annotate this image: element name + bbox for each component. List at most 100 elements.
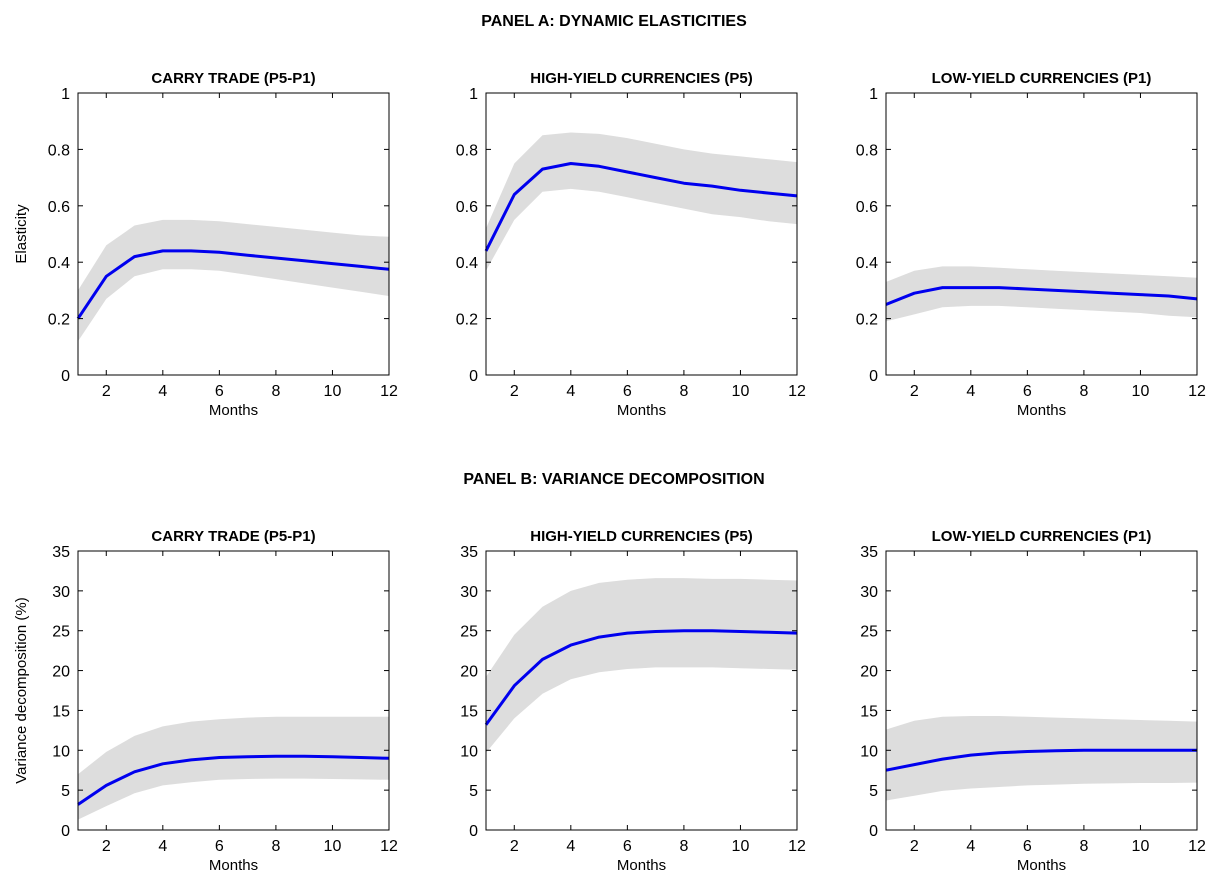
x-tick-label: 10	[1132, 383, 1150, 400]
confidence-band	[886, 266, 1197, 322]
x-axis-label: Months	[1017, 857, 1066, 874]
axes-box	[485, 550, 798, 831]
y-axis-label: Elasticity	[13, 204, 30, 264]
x-tick-label: 6	[623, 383, 632, 400]
x-tick-label: 4	[566, 383, 575, 400]
x-tick-label: 6	[215, 838, 224, 855]
y-tick-label: 0.8	[48, 142, 70, 159]
x-tick-label: 4	[566, 838, 575, 855]
chart-4: 0 5 10 15 20 25 30 35 2 4 6 8 10 12 CARRY TRADE (P5-P1…	[13, 528, 398, 874]
y-tick-label: 1	[469, 86, 478, 103]
y-tick-label: 1	[869, 86, 878, 103]
axes-box	[485, 92, 798, 376]
y-tick-label: 0	[869, 823, 878, 840]
confidence-band	[78, 219, 389, 342]
x-axis-label: Months	[209, 857, 258, 874]
x-tick-label: 12	[788, 383, 806, 400]
x-tick-label: 12	[1188, 838, 1206, 855]
y-tick-label: 10	[860, 743, 878, 760]
x-tick-label: 6	[215, 383, 224, 400]
x-tick-label: 6	[623, 838, 632, 855]
y-axis-label: Variance decomposition (%)	[13, 597, 30, 783]
x-tick-label: 8	[679, 383, 688, 400]
y-tick-label: 0.4	[48, 255, 70, 272]
y-tick-label: 0.6	[456, 199, 478, 216]
chart-title: CARRY TRADE (P5-P1)	[151, 528, 315, 545]
chart-5: 0 5 10 15 20 25 30 35 2 4 6 8 10 12 HIGH-YIELD CURRENC…	[460, 528, 806, 874]
x-tick-label: 10	[732, 383, 750, 400]
y-tick-label: 20	[860, 664, 878, 681]
y-tick-label: 0	[61, 368, 70, 385]
x-tick-label: 2	[102, 383, 111, 400]
axes-box	[885, 92, 1198, 376]
x-tick-label: 2	[910, 838, 919, 855]
x-tick-label: 10	[732, 838, 750, 855]
x-tick-label: 10	[324, 838, 342, 855]
confidence-band	[486, 578, 797, 753]
x-tick-label: 4	[158, 838, 167, 855]
y-tick-label: 20	[460, 664, 478, 681]
y-tick-label: 35	[860, 544, 878, 561]
x-tick-label: 2	[102, 838, 111, 855]
y-tick-label: 0	[869, 368, 878, 385]
series-line	[885, 748, 1197, 772]
x-tick-label: 12	[380, 383, 398, 400]
chart-title: HIGH-YIELD CURRENCIES (P5)	[530, 528, 753, 545]
x-tick-label: 6	[1023, 838, 1032, 855]
y-tick-label: 20	[52, 664, 70, 681]
y-tick-label: 25	[52, 624, 70, 641]
panel-a-title: PANEL A: DYNAMIC ELASTICITIES	[481, 13, 747, 30]
y-tick-label: 25	[860, 624, 878, 641]
x-tick-label: 2	[510, 383, 519, 400]
chart-title: LOW-YIELD CURRENCIES (P1)	[932, 528, 1152, 545]
y-tick-label: 1	[61, 86, 70, 103]
y-tick-label: 30	[860, 584, 878, 601]
y-tick-label: 10	[52, 743, 70, 760]
y-tick-label: 0.2	[856, 312, 878, 329]
y-tick-label: 15	[460, 703, 478, 720]
series-line	[484, 629, 798, 726]
y-tick-label: 0	[469, 823, 478, 840]
confidence-band	[486, 132, 797, 271]
y-tick-label: 15	[860, 703, 878, 720]
y-tick-label: 0.2	[48, 312, 70, 329]
x-tick-label: 12	[788, 838, 806, 855]
y-tick-label: 0.8	[856, 142, 878, 159]
x-tick-label: 2	[910, 383, 919, 400]
y-tick-label: 35	[460, 544, 478, 561]
x-tick-label: 8	[271, 383, 280, 400]
x-tick-label: 10	[1132, 838, 1150, 855]
y-tick-label: 30	[460, 584, 478, 601]
y-tick-label: 0.6	[48, 199, 70, 216]
x-tick-label: 8	[1079, 383, 1088, 400]
y-tick-label: 0.8	[456, 142, 478, 159]
x-tick-label: 12	[1188, 383, 1206, 400]
y-tick-label: 0	[469, 368, 478, 385]
x-axis-label: Months	[209, 402, 258, 419]
axes-box	[77, 92, 390, 376]
series-line	[484, 162, 798, 252]
confidence-band	[886, 716, 1197, 801]
axes-box	[885, 550, 1198, 831]
x-tick-label: 6	[1023, 383, 1032, 400]
x-tick-label: 4	[966, 383, 975, 400]
x-tick-label: 8	[1079, 838, 1088, 855]
confidence-band	[78, 716, 389, 820]
y-tick-label: 0.4	[456, 255, 478, 272]
x-axis-label: Months	[617, 402, 666, 419]
y-tick-label: 5	[61, 783, 70, 800]
y-tick-label: 10	[460, 743, 478, 760]
x-axis-label: Months	[617, 857, 666, 874]
x-tick-label: 2	[510, 838, 519, 855]
panel-b-title: PANEL B: VARIANCE DECOMPOSITION	[463, 471, 764, 488]
x-tick-label: 8	[271, 838, 280, 855]
x-axis-label: Months	[1017, 402, 1066, 419]
y-tick-label: 5	[869, 783, 878, 800]
y-tick-label: 0.2	[456, 312, 478, 329]
y-tick-label: 5	[469, 783, 478, 800]
y-tick-label: 25	[460, 624, 478, 641]
